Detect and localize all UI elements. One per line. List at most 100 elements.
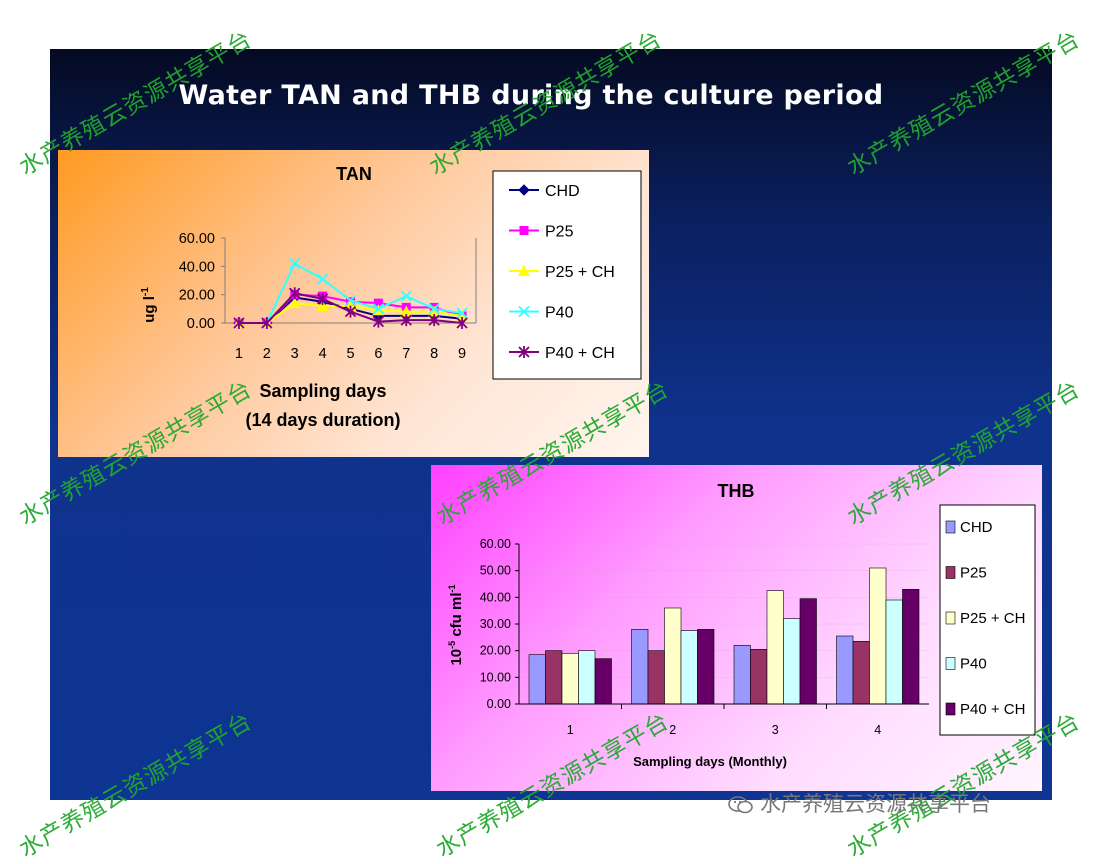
thb-y-tick-label: 30.00 [480, 617, 511, 631]
tan-legend-marker [518, 346, 530, 358]
thb-bar [799, 598, 817, 705]
tan-data-point [344, 305, 357, 318]
thb-y-tick-label: 40.00 [480, 590, 511, 604]
thb-bar [766, 590, 784, 705]
thb-bar [836, 635, 854, 705]
thb-y-tick-label: 20.00 [480, 644, 511, 658]
thb-legend-label: P25 [960, 565, 987, 582]
tan-legend [492, 170, 642, 380]
thb-bar [750, 649, 768, 705]
thb-bar [545, 650, 563, 705]
thb-legend-swatch [945, 657, 956, 670]
tan-data-point [289, 287, 301, 300]
tan-legend-item: P25 [509, 224, 574, 241]
tan-x-tick-label: 6 [374, 346, 382, 362]
tan-data-point [372, 303, 385, 315]
tan-legend-label: CHD [545, 183, 580, 200]
thb-x-tick-label: 1 [567, 723, 574, 737]
thb-bar [783, 618, 801, 705]
tan-data-point [400, 305, 413, 317]
tan-data-point [428, 303, 440, 315]
thb-bar [631, 629, 649, 705]
tan-data-point [456, 307, 468, 319]
thb-bar [594, 658, 612, 705]
wechat-account-badge: 水产养殖云资源共享平台 [728, 788, 991, 818]
thb-y-tick-label: 10.00 [480, 670, 511, 684]
tan-x-tick-label: 2 [263, 346, 271, 362]
tan-legend-label: P25 [545, 224, 574, 241]
tan-chart-panel: TAN 60.00 40.00 20.00 0.00 1 2 3 4 5 6 7 8 9 ug l-1… [58, 150, 649, 457]
tan-data-point [288, 297, 301, 309]
tan-data-point [400, 290, 412, 302]
tan-data-point [372, 315, 385, 328]
tan-x-tick-label: 8 [430, 346, 438, 362]
tan-x-tick-label: 4 [319, 346, 327, 362]
thb-y-tick-label: 60.00 [480, 537, 511, 551]
thb-legend-swatch [945, 702, 956, 716]
tan-legend-label: P40 + CH [545, 345, 615, 362]
thb-bar [647, 650, 665, 705]
thb-legend-label: CHD [960, 519, 993, 536]
tan-data-point [373, 298, 383, 308]
tan-data-point [400, 314, 412, 327]
tan-x-tick-label: 7 [402, 346, 410, 362]
tan-x-tick-label: 9 [458, 346, 466, 362]
thb-bar [561, 653, 579, 705]
tan-x-tick-label: 5 [346, 346, 354, 362]
slide-title: Water TAN and THB during the culture per… [178, 80, 884, 111]
tan-x-axis-sublabel: (14 days duration) [245, 410, 400, 430]
tan-data-point [456, 317, 468, 329]
tan-y-axis-label: ug l-1 [140, 287, 158, 323]
tan-data-point [316, 273, 329, 285]
thb-legend-swatch [945, 520, 956, 534]
thb-bar [852, 641, 870, 705]
tan-y-tick-label: 40.00 [179, 259, 215, 275]
thb-legend-item: P40 [945, 656, 987, 673]
thb-chart-title: THB [718, 481, 755, 501]
thb-bar [528, 654, 546, 705]
tan-data-point [344, 294, 357, 306]
tan-data-point [428, 305, 441, 317]
tan-legend-marker [518, 184, 530, 196]
tan-data-point [428, 314, 440, 327]
tan-data-point [261, 317, 273, 329]
tan-x-axis-label: Sampling days [259, 381, 386, 401]
thb-legend-label: P40 + CH [960, 701, 1025, 718]
tan-data-point [316, 292, 329, 305]
tan-legend-item: P40 [509, 305, 574, 322]
tan-y-tick-label: 60.00 [179, 231, 215, 247]
thb-legend-item: P25 + CH [945, 610, 1025, 627]
thb-bar [885, 599, 903, 705]
tan-series-4 [233, 287, 468, 329]
thb-bar [902, 589, 920, 705]
thb-x-tick-label: 2 [669, 723, 676, 737]
tan-legend-marker [518, 265, 530, 276]
thb-legend-swatch [945, 611, 956, 625]
thb-legend-swatch [945, 566, 956, 579]
tan-data-point [233, 317, 245, 329]
tan-chart-title: TAN [336, 164, 372, 184]
thb-chart: THB 60.00 50.00 40.00 30.00 20.00 10.00 0.00 1… [447, 481, 1036, 769]
tan-data-point [316, 300, 329, 311]
thb-bar [680, 630, 698, 705]
thb-x-tick-label: 4 [874, 723, 881, 737]
tan-x-tick-label: 1 [235, 346, 243, 362]
tan-legend-label: P40 [545, 305, 574, 322]
thb-bar [869, 567, 887, 705]
thb-bar [664, 607, 682, 705]
thb-legend-item: P25 [945, 565, 987, 582]
thb-bar [578, 650, 596, 705]
tan-y-tick-label: 0.00 [187, 316, 215, 332]
thb-y-tick-label: 50.00 [480, 564, 511, 578]
thb-legend-item: P40 + CH [945, 701, 1025, 718]
wechat-account-name: 水产养殖云资源共享平台 [760, 792, 991, 816]
tan-legend-item: CHD [509, 183, 580, 200]
tan-x-tick-label: 3 [291, 346, 299, 362]
tan-data-point [456, 309, 469, 321]
thb-legend [939, 504, 1036, 736]
thb-x-axis-label: Sampling days (Monthly) [633, 754, 787, 769]
wechat-icon [728, 796, 753, 814]
thb-x-tick-label: 3 [772, 723, 779, 737]
tan-legend-label: P25 + CH [545, 264, 615, 281]
tan-legend-item: P40 + CH [509, 345, 615, 362]
